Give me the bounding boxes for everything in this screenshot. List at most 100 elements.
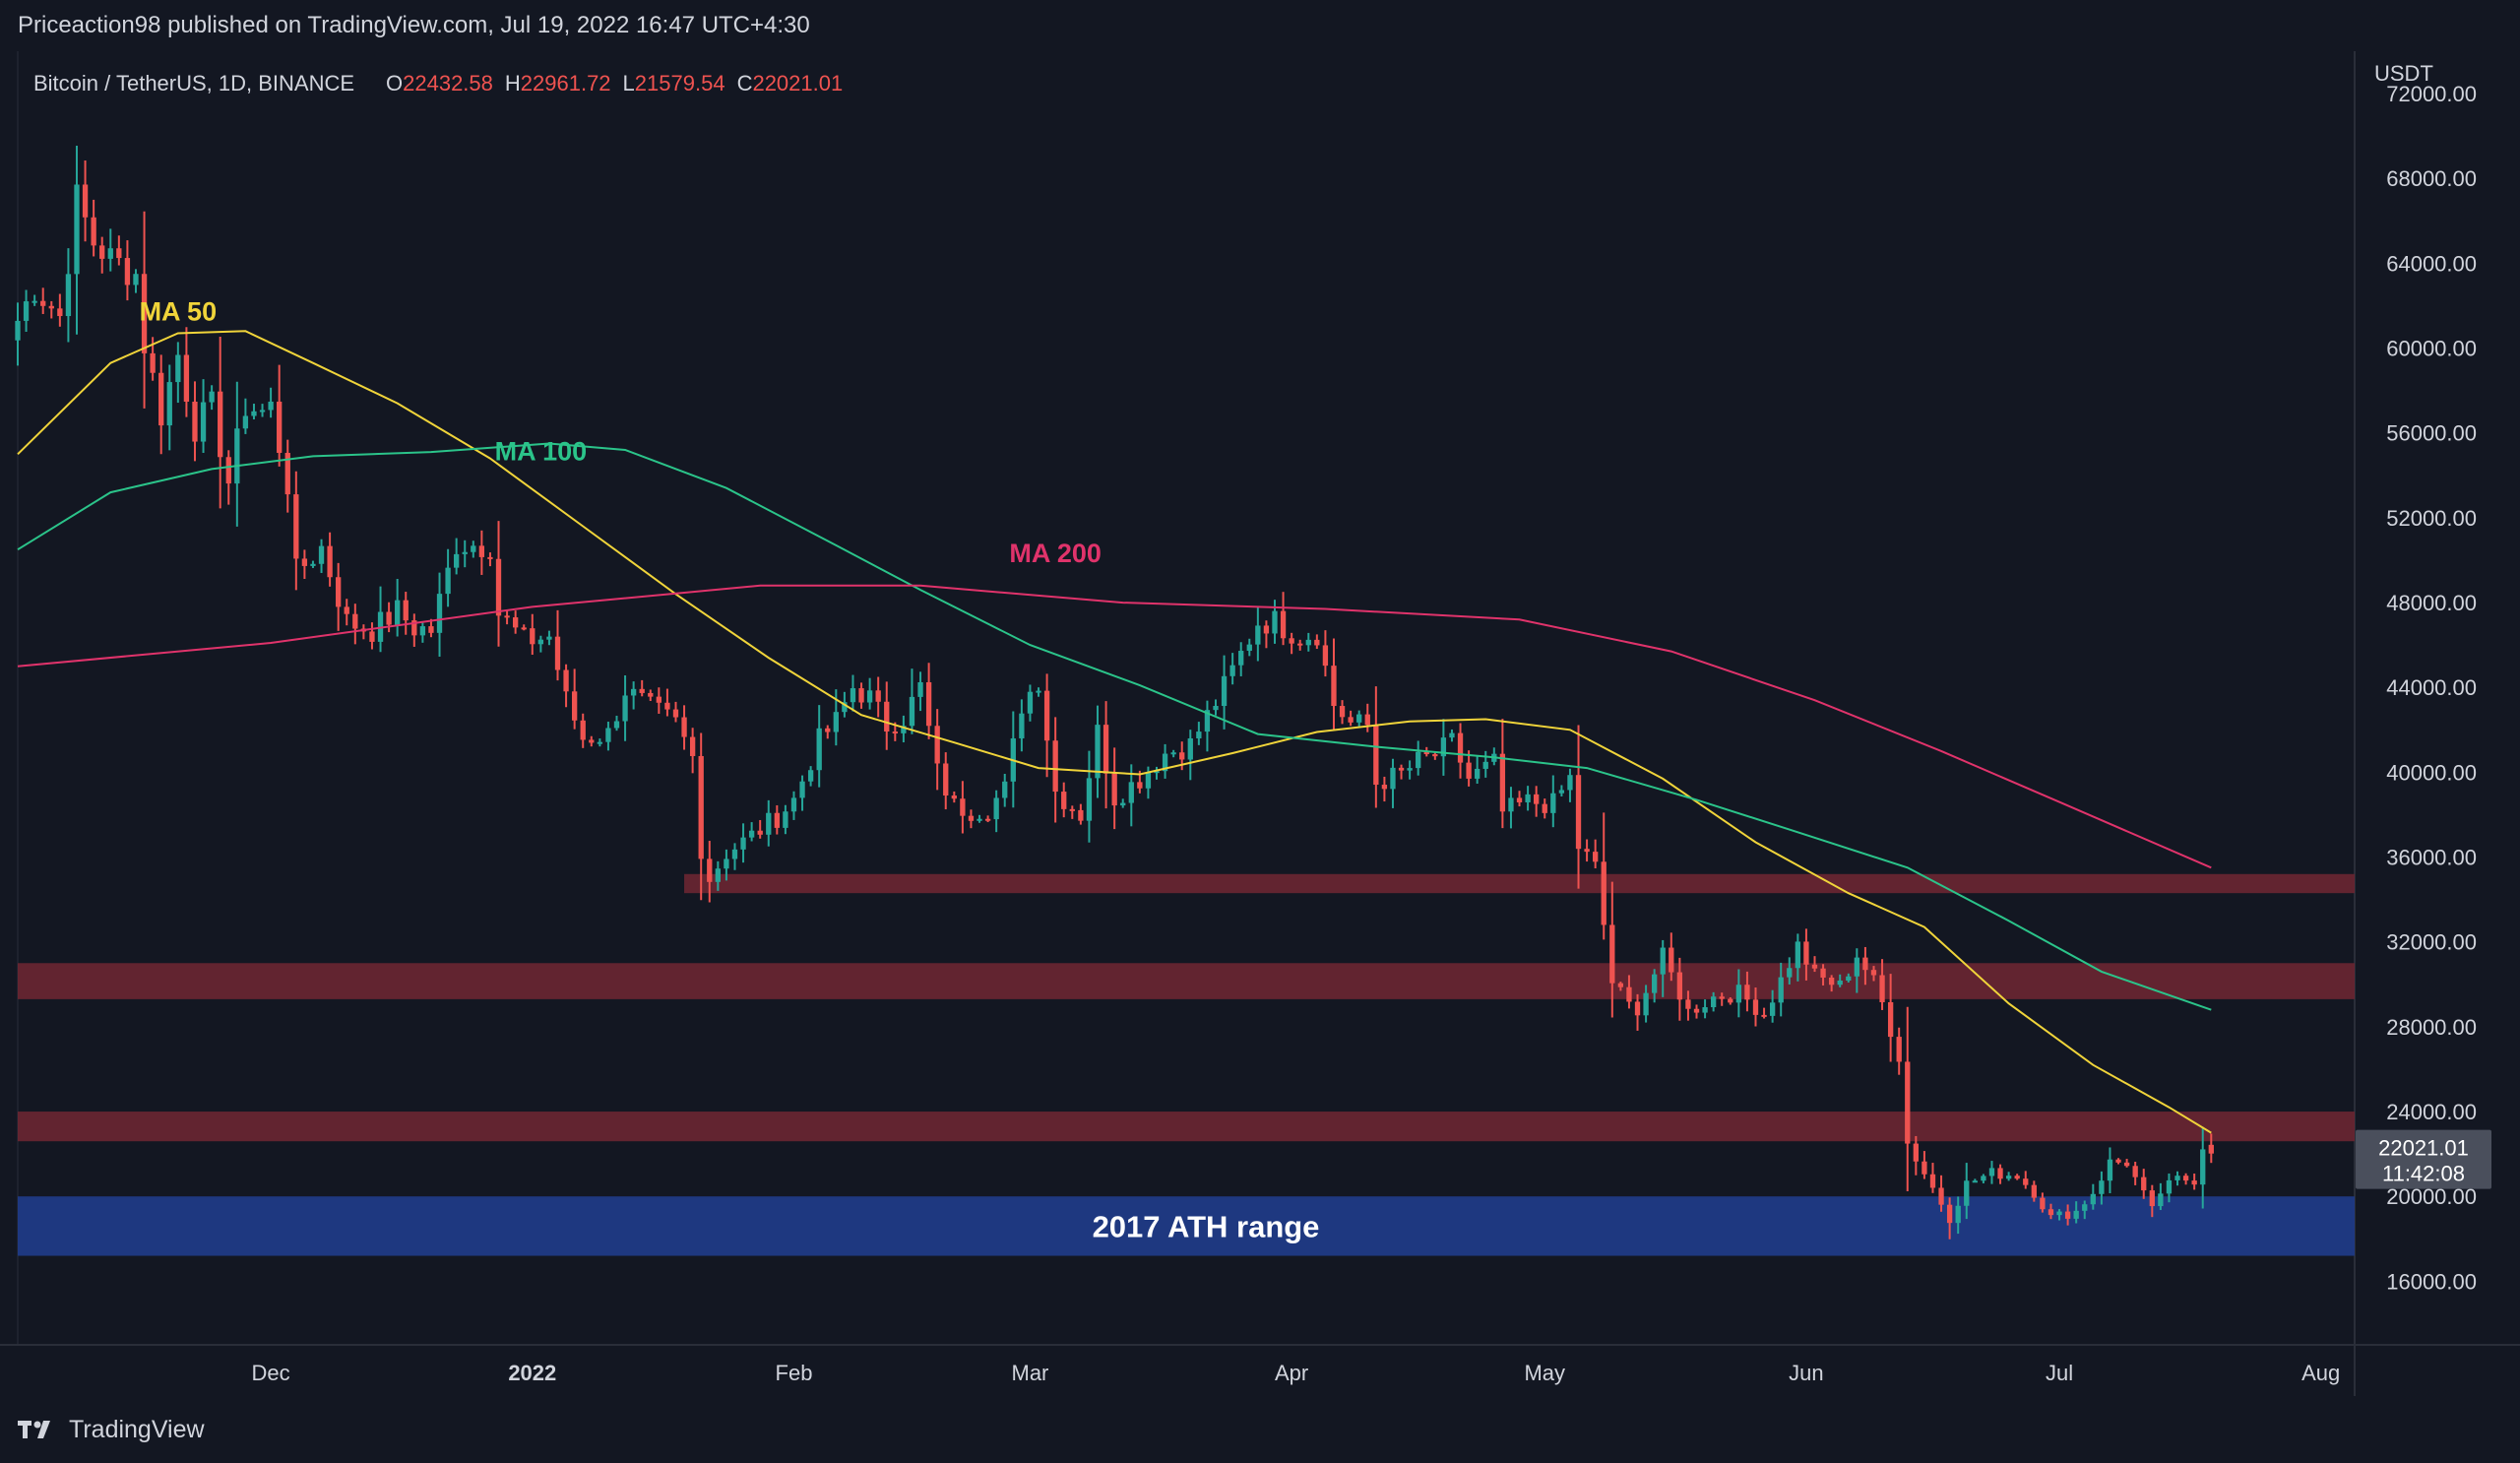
candle-body: [1432, 754, 1438, 757]
resistance-zone-1: [18, 963, 2355, 999]
candle-body: [124, 258, 131, 286]
ma-line-ma200: [17, 584, 2212, 869]
candle-body: [605, 728, 611, 742]
candle-body: [622, 695, 628, 722]
candle-body: [2208, 1144, 2214, 1154]
annotations: MA 50 MA 100 MA 200: [140, 297, 1102, 569]
candle-body: [1061, 792, 1067, 809]
candle-body: [504, 615, 510, 618]
candle-body: [107, 248, 113, 259]
candle-body: [277, 401, 283, 453]
candle-body: [2123, 1162, 2130, 1167]
candle-body: [200, 402, 207, 442]
candle-body: [597, 741, 603, 744]
candle-body: [1676, 972, 1683, 1000]
candle-body: [1373, 725, 1379, 786]
candle-body: [816, 728, 822, 771]
candle-body: [630, 688, 637, 696]
price-chart[interactable]: 2017 ATH range MA 50 MA 100 MA 200 USDT 160…: [0, 51, 2520, 1396]
candle-body: [2149, 1190, 2155, 1207]
candle-body: [842, 702, 848, 713]
candle-body: [454, 553, 460, 568]
candle-body: [563, 669, 569, 692]
candle-body: [310, 563, 316, 566]
candle-body: [1398, 767, 1405, 771]
candle-body: [1601, 861, 1606, 925]
candle-body: [1997, 1168, 2003, 1179]
candle-body: [1069, 808, 1075, 811]
price-tick-label: 28000.00: [2386, 1015, 2477, 1040]
candle-body: [546, 636, 552, 640]
candle-body: [436, 594, 443, 633]
price-tick-label: 32000.00: [2386, 930, 2477, 955]
candle-body: [1331, 666, 1337, 707]
candle-body: [530, 628, 536, 645]
candle-body: [648, 692, 654, 697]
candle-body: [1475, 768, 1480, 779]
candle-body: [495, 558, 502, 616]
candle-body: [664, 702, 670, 710]
candle-body: [1972, 1180, 1978, 1183]
candle-body: [1238, 651, 1244, 666]
candle-body: [1339, 706, 1346, 718]
candle-body: [478, 545, 485, 557]
candle-body: [807, 770, 814, 782]
candle-body: [166, 382, 172, 426]
ohlc-h-value: 22961.72: [521, 71, 611, 95]
candle-body: [116, 248, 122, 259]
candle-body: [2005, 1176, 2012, 1179]
candle-body: [1643, 992, 1649, 1016]
candle-body: [2182, 1176, 2189, 1181]
candle-body: [790, 797, 797, 812]
candle-body: [521, 627, 527, 630]
candle-body: [2031, 1184, 2037, 1198]
candle-body: [2200, 1149, 2206, 1185]
candle-body: [318, 545, 325, 564]
candle-body: [917, 681, 923, 697]
price-axis-currency: USDT: [2374, 61, 2433, 86]
candle-body: [141, 274, 148, 353]
ma-line-ma50: [17, 330, 2212, 1134]
candle-body: [2132, 1166, 2138, 1177]
candle-body: [1752, 999, 1759, 1015]
candle-body: [1187, 738, 1193, 760]
candle-body: [951, 795, 957, 799]
candle-body: [766, 812, 772, 835]
resistance-zone-0: [684, 873, 2355, 894]
candle-body: [825, 728, 831, 732]
candle-body: [757, 830, 763, 835]
time-tick-label: Jul: [2046, 1361, 2073, 1385]
candle-body: [336, 577, 342, 607]
candle-body: [960, 798, 966, 816]
candle-body: [1769, 1002, 1776, 1016]
grid: [0, 51, 2520, 1396]
candle-body: [1862, 957, 1868, 971]
candle-body: [2048, 1209, 2054, 1216]
candle-body: [1946, 1204, 1953, 1224]
time-tick-label: Apr: [1275, 1361, 1308, 1385]
candle-body: [57, 308, 63, 317]
candle-body: [1229, 665, 1235, 676]
candle-body: [1744, 985, 1750, 1000]
candle-body: [1170, 752, 1176, 755]
price-tick-label: 24000.00: [2386, 1100, 2477, 1124]
candle-body: [1964, 1180, 1970, 1206]
moving-averages: [17, 330, 2212, 1134]
candle-body: [2099, 1180, 2105, 1194]
candle-body: [2141, 1177, 2147, 1191]
candle-body: [2056, 1211, 2062, 1216]
candle-body: [689, 736, 696, 756]
candle-body: [892, 731, 898, 733]
candle-body: [82, 184, 89, 218]
footer-brand[interactable]: TradingView: [69, 1415, 205, 1443]
price-tick-label: 40000.00: [2386, 760, 2477, 785]
time-tick-label: Aug: [2301, 1361, 2340, 1385]
candle-body: [395, 600, 401, 625]
ma-label-ma200: MA 200: [1009, 539, 1102, 568]
candle-body: [1416, 751, 1421, 769]
candle-body: [639, 688, 645, 693]
ma-line-ma100: [17, 442, 2212, 1011]
chart-background: [0, 51, 2520, 1396]
ohlc-o-label: O: [386, 71, 403, 95]
candles: [15, 145, 2214, 1240]
